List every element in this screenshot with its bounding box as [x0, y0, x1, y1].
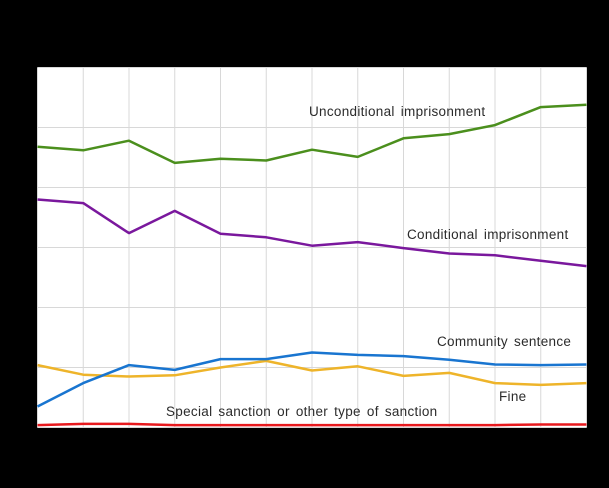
series-label-fine: Fine — [499, 389, 527, 404]
series-label-unconditional-imprisonment: Unconditional imprisonment — [309, 104, 486, 119]
series-label-community-sentence: Community sentence — [437, 334, 572, 349]
series-label-conditional-imprisonment: Conditional imprisonment — [407, 227, 569, 242]
series-label-special-sanction: Special sanction or other type of sancti… — [166, 404, 438, 419]
